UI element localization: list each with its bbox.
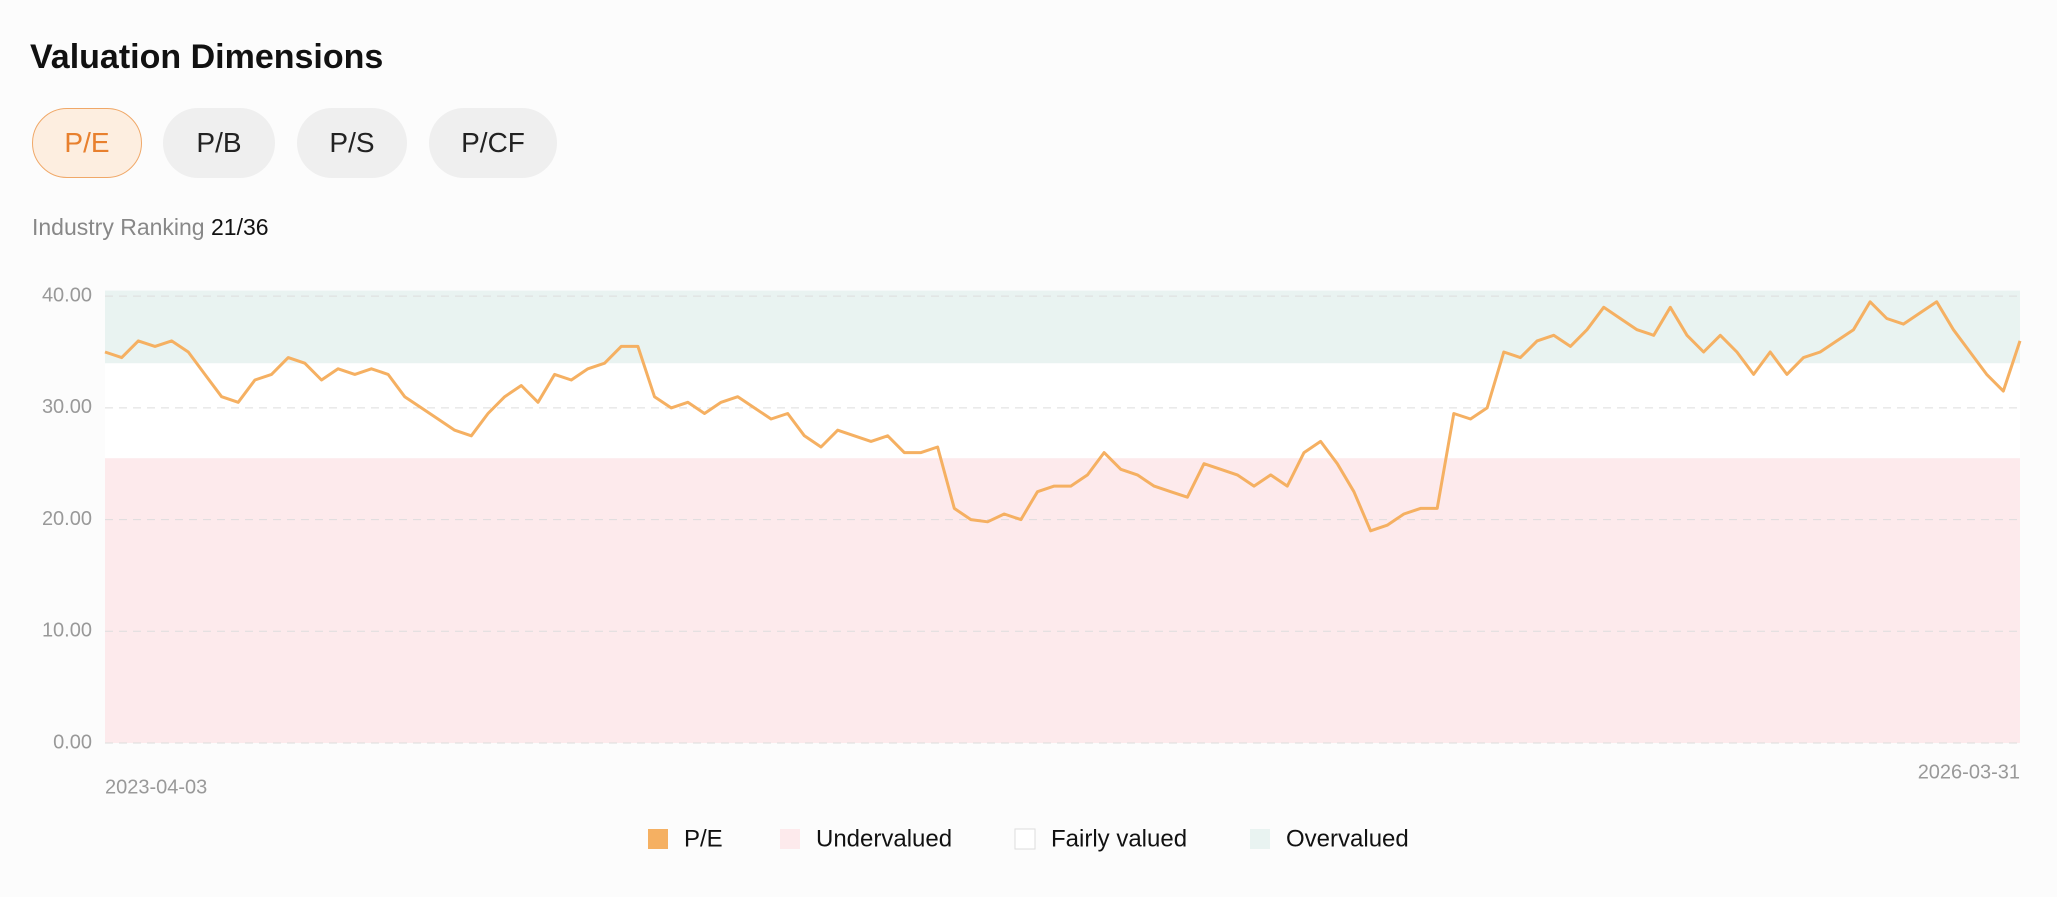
y-tick-label: 30.00 — [42, 396, 92, 418]
legend-label: Undervalued — [816, 825, 952, 852]
title: Valuation Dimensions — [30, 38, 384, 76]
legend-label: P/E — [684, 825, 723, 852]
y-tick-label: 10.00 — [42, 620, 92, 642]
band — [105, 363, 2020, 459]
y-tick-label: 20.00 — [42, 508, 92, 530]
tab[interactable]: P/E — [32, 108, 142, 178]
legend-swatch — [648, 829, 668, 849]
ranking-label: Industry Ranking — [32, 214, 205, 240]
legend: P/E Undervalued Fairly valued Overvalued — [648, 825, 1409, 852]
legend-label: Overvalued — [1286, 825, 1409, 852]
tab[interactable]: P/S — [297, 108, 407, 178]
ranking: Industry Ranking 21/36 — [32, 214, 269, 241]
tab[interactable]: P/CF — [429, 108, 557, 178]
legend-swatch — [1250, 829, 1270, 849]
x-tick-label: 2026-03-31 — [1918, 761, 2020, 783]
y-tick-label: 40.00 — [42, 284, 92, 306]
y-tick-label: 0.00 — [53, 731, 92, 753]
band — [105, 458, 2020, 743]
tab[interactable]: P/B — [163, 108, 275, 178]
legend-swatch — [780, 829, 800, 849]
ranking-value: 21/36 — [210, 214, 269, 240]
legend-label: Fairly valued — [1051, 825, 1187, 852]
x-tick-label: 2023-04-03 — [105, 776, 207, 798]
legend-swatch — [1014, 828, 1036, 850]
line — [104, 300, 2022, 533]
band — [105, 290, 2020, 364]
